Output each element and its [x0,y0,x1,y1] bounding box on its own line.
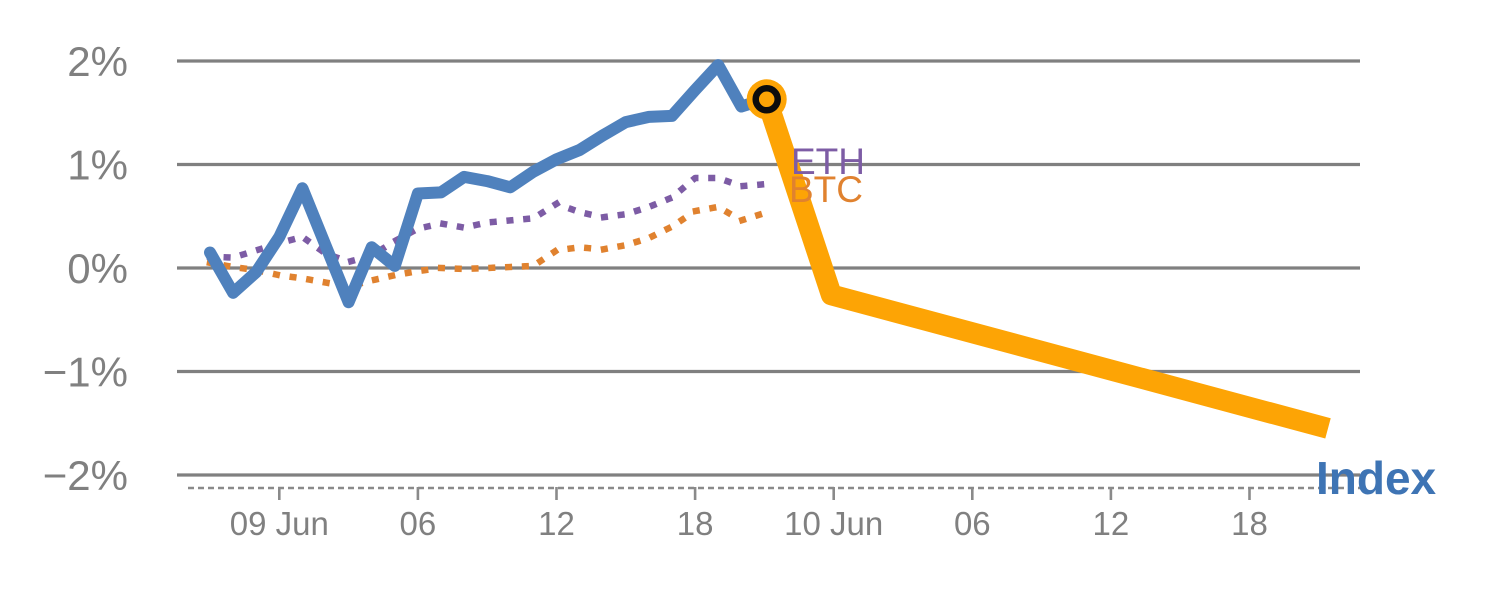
y-tick-label--1-: −1% [43,349,128,396]
series-label-eth: ETH [791,141,865,182]
series-index-line [204,59,771,309]
series-label-btc: BTC [789,169,863,210]
x-tick-label-10-jun: 10 Jun [784,505,883,542]
x-tick-label-18: 18 [677,505,714,542]
series-index-projection-line [756,96,1331,439]
x-tick-label-12: 12 [1093,505,1130,542]
y-tick-label-1-: 1% [67,142,128,189]
x-tick-label-12: 12 [538,505,575,542]
x-tick-label-06: 06 [954,505,991,542]
y-tick-label--2-: −2% [43,452,128,499]
x-tick-label-09-jun: 09 Jun [230,505,329,542]
y-tick-label-2-: 2% [67,38,128,85]
current-point-marker-ring [752,85,781,114]
series-label-index: Index [1316,452,1437,504]
x-tick-label-06: 06 [400,505,437,542]
x-tick-label-18: 18 [1231,505,1268,542]
series-eth-line [206,174,768,266]
y-tick-label-0-: 0% [67,245,128,292]
